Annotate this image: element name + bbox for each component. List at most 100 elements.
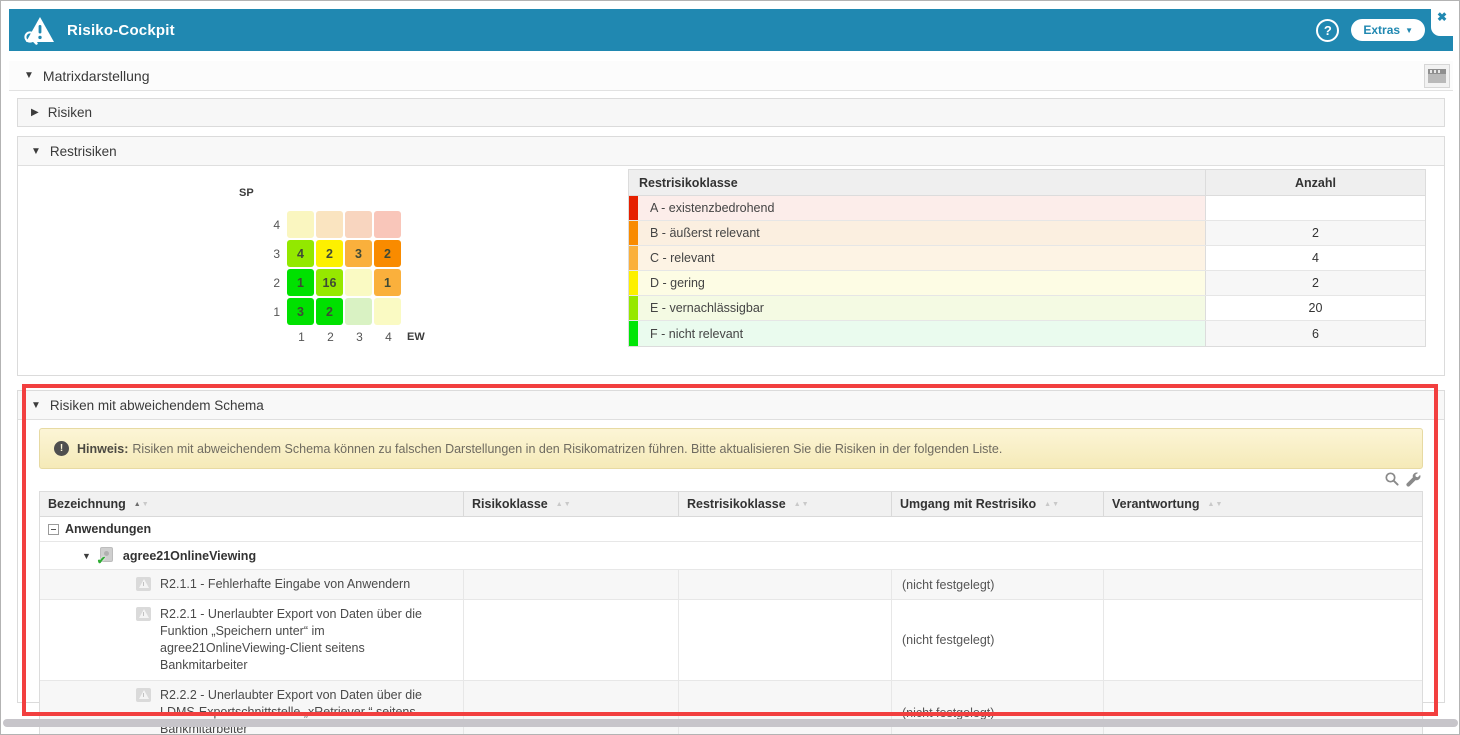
matrix-cell[interactable] — [345, 211, 372, 238]
settings-wrench-icon[interactable] — [1405, 471, 1421, 487]
matrix-view-button[interactable] — [1424, 64, 1450, 88]
matrix-cell[interactable]: 3 — [345, 240, 372, 267]
umgang-cell: (nicht festgelegt) — [892, 570, 1104, 599]
schema-table-header: Bezeichnung ▲▼ Risikoklasse ▲▼ Restrisik… — [40, 492, 1422, 517]
matrix-x-axis-label: EW — [407, 330, 425, 345]
column-label: Bezeichnung — [48, 497, 126, 511]
restrisikoklasse-cell — [679, 600, 892, 680]
class-label: C - relevant — [638, 246, 1205, 270]
section-restrisiken[interactable]: ▼ Restrisiken — [18, 137, 1444, 166]
hint-text: Risiken mit abweichendem Schema können z… — [132, 442, 1002, 456]
group-row-anwendungen[interactable]: Anwendungen — [40, 517, 1422, 542]
search-icon[interactable] — [1384, 471, 1400, 487]
table-grid-icon — [1428, 69, 1446, 83]
section-risiken[interactable]: ▶ Risiken — [17, 98, 1445, 127]
risk-cockpit-logo-icon — [23, 15, 57, 45]
matrix-x-axis: 1 2 3 4 EW — [287, 330, 425, 345]
collapse-icon: ▼ — [24, 70, 34, 81]
app-header: Risiko-Cockpit ? Extras ▼ ✖ — [9, 9, 1453, 51]
risk-title: R2.2.2 - Unerlaubter Export von Daten üb… — [160, 687, 455, 735]
section-abweichend[interactable]: ▼ Risiken mit abweichendem Schema — [18, 391, 1444, 420]
risk-row[interactable]: R2.1.1 - Fehlerhafte Eingabe von Anwende… — [40, 570, 1422, 600]
class-count: 4 — [1205, 246, 1425, 270]
expand-icon: ▶ — [31, 107, 39, 118]
extras-button[interactable]: Extras ▼ — [1351, 19, 1425, 41]
section-matrixdarstellung[interactable]: ▼ Matrixdarstellung — [9, 61, 1453, 91]
class-color-bar — [629, 221, 638, 245]
matrix-cell[interactable] — [374, 298, 401, 325]
matrix-cell[interactable] — [345, 269, 372, 296]
table-row[interactable]: B - äußerst relevant 2 — [629, 221, 1425, 246]
sort-desc-icon: ▼ — [142, 501, 150, 508]
collapse-icon: ▼ — [31, 400, 41, 411]
sort-desc-icon: ▼ — [802, 501, 810, 508]
matrix-col-label: 1 — [287, 330, 316, 345]
sort-icons: ▲▼ — [134, 501, 150, 508]
column-header-restrisikoklasse[interactable]: Restrisikoklasse ▲▼ — [679, 492, 892, 516]
risikoklasse-cell — [464, 570, 679, 599]
application-label: agree21OnlineViewing — [123, 549, 256, 563]
risk-title: R2.1.1 - Fehlerhafte Eingabe von Anwende… — [160, 576, 410, 593]
collapse-icon: ▼ — [82, 551, 91, 561]
matrix-cell[interactable]: 2 — [374, 240, 401, 267]
risk-warning-icon — [136, 688, 151, 702]
sort-icons: ▲▼ — [1208, 501, 1224, 508]
matrix-cell[interactable]: 16 — [316, 269, 343, 296]
matrix-cell[interactable]: 2 — [316, 298, 343, 325]
risk-row[interactable]: R2.2.1 - Unerlaubter Export von Daten üb… — [40, 600, 1422, 681]
class-label: D - gering — [638, 271, 1205, 295]
column-label: Restrisikoklasse — [687, 497, 786, 511]
table-row[interactable]: A - existenzbedrohend — [629, 196, 1425, 221]
column-header-umgang[interactable]: Umgang mit Restrisiko ▲▼ — [892, 492, 1104, 516]
matrix-grid: 4 3 4 2 3 2 2 1 16 1 1 3 — [262, 211, 425, 345]
matrix-cell[interactable] — [374, 211, 401, 238]
column-header-restrisikoklasse: Restrisikoklasse — [629, 176, 1205, 190]
table-toolbar — [1384, 471, 1421, 487]
hint-message: ! Hinweis: Risiken mit abweichendem Sche… — [39, 428, 1423, 469]
sort-asc-icon: ▲ — [1044, 501, 1052, 508]
app-row-agree21[interactable]: ▼ ✔ agree21OnlineViewing — [40, 542, 1422, 570]
column-header-risikoklasse[interactable]: Risikoklasse ▲▼ — [464, 492, 679, 516]
matrix-cell[interactable] — [316, 211, 343, 238]
risikoklasse-cell — [464, 600, 679, 680]
collapse-minus-icon[interactable] — [48, 524, 59, 535]
matrix-cell[interactable] — [287, 211, 314, 238]
matrix-cell[interactable]: 1 — [374, 269, 401, 296]
bezeichnung-cell: R2.2.1 - Unerlaubter Export von Daten üb… — [40, 600, 464, 680]
class-color-bar — [629, 196, 638, 220]
sort-icons: ▲▼ — [1044, 501, 1060, 508]
close-button[interactable]: ✖ — [1431, 9, 1453, 36]
matrix-cell[interactable]: 2 — [316, 240, 343, 267]
matrix-cell[interactable]: 1 — [287, 269, 314, 296]
restrisiko-table: Restrisikoklasse Anzahl A - existenzbedr… — [628, 169, 1426, 347]
class-count: 20 — [1205, 296, 1425, 320]
column-header-anzahl: Anzahl — [1205, 170, 1425, 195]
matrix-cell[interactable] — [345, 298, 372, 325]
table-row[interactable]: D - gering 2 — [629, 271, 1425, 296]
class-label: B - äußerst relevant — [638, 221, 1205, 245]
matrix-cell[interactable]: 4 — [287, 240, 314, 267]
class-count — [1205, 196, 1425, 220]
matrix-row: 3 4 2 3 2 — [262, 240, 425, 267]
class-color-bar — [629, 321, 638, 346]
matrix-cell[interactable]: 3 — [287, 298, 314, 325]
help-button[interactable]: ? — [1316, 19, 1339, 42]
table-row[interactable]: C - relevant 4 — [629, 246, 1425, 271]
restrisikoklasse-cell — [679, 570, 892, 599]
sort-desc-icon: ▼ — [1052, 501, 1060, 508]
column-label: Risikoklasse — [472, 497, 548, 511]
matrix-row-label: 1 — [262, 305, 280, 319]
matrix-col-label: 4 — [374, 330, 403, 345]
horizontal-scrollbar[interactable] — [3, 719, 1458, 727]
matrix-row-label: 3 — [262, 247, 280, 261]
table-row[interactable]: E - vernachlässigbar 20 — [629, 296, 1425, 321]
column-header-verantwortung[interactable]: Verantwortung ▲▼ — [1104, 492, 1422, 516]
column-label: Umgang mit Restrisiko — [900, 497, 1036, 511]
risk-warning-icon — [136, 577, 151, 591]
matrix-row: 2 1 16 1 — [262, 269, 425, 296]
sort-desc-icon: ▼ — [564, 501, 572, 508]
column-header-bezeichnung[interactable]: Bezeichnung ▲▼ — [40, 492, 464, 516]
table-row[interactable]: F - nicht relevant 6 — [629, 321, 1425, 346]
section-risiken-label: Risiken — [48, 105, 92, 120]
page-title: Risiko-Cockpit — [67, 22, 175, 39]
